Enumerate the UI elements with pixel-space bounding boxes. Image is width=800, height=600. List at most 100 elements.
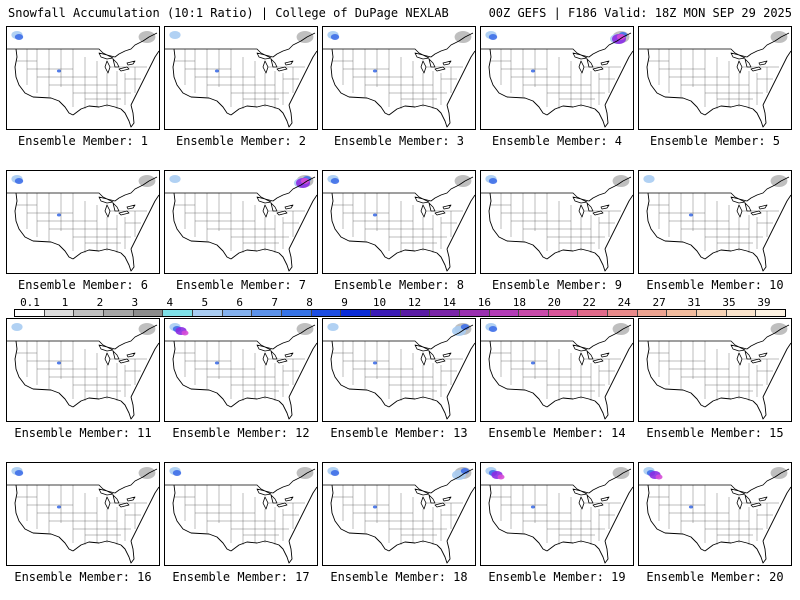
coastline (388, 248, 438, 260)
great-lake (98, 344, 114, 352)
snow-area-northeast (460, 468, 470, 474)
great-lake (256, 196, 272, 204)
us-map (323, 175, 475, 272)
ensemble-map-panel (480, 170, 634, 274)
great-lake (442, 352, 452, 358)
coastline (14, 340, 34, 390)
coastline (120, 248, 135, 272)
colorbar-tick-label: 39 (757, 296, 771, 309)
coastline (762, 50, 791, 106)
colorbar-tick-label: 12 (407, 296, 422, 309)
great-lake (126, 496, 136, 502)
great-lake (730, 196, 746, 204)
coastline (664, 388, 706, 408)
great-lake (572, 344, 588, 352)
map-lines (323, 32, 475, 128)
snow-area-rockies (56, 361, 62, 365)
us-map (165, 175, 317, 272)
great-lake (262, 60, 269, 74)
great-lake (118, 358, 130, 364)
ensemble-map-panel (480, 26, 634, 130)
great-lake (736, 204, 743, 218)
snow-area-northeast (612, 323, 630, 335)
map-lines (323, 468, 475, 564)
great-lake (736, 352, 743, 366)
snow-area-northwest (330, 470, 340, 476)
international-border (323, 468, 474, 494)
coastline (604, 342, 633, 398)
ensemble-member-label: Ensemble Member: 5 (649, 134, 781, 148)
ensemble-member-label: Ensemble Member: 11 (14, 426, 152, 440)
coastline (330, 340, 350, 390)
great-lake (586, 58, 594, 68)
ensemble-member-label: Ensemble Member: 4 (491, 134, 623, 148)
ensemble-map-panel (480, 462, 634, 566)
coastline (762, 342, 791, 398)
coastline (546, 540, 596, 552)
great-lake (736, 60, 743, 74)
great-lake (414, 488, 430, 496)
coastline (330, 48, 350, 98)
snow-area-northwest (488, 34, 498, 40)
great-lake (256, 52, 272, 60)
great-lake (736, 496, 743, 510)
coastline (594, 396, 609, 420)
coastline (488, 48, 508, 98)
us-map (165, 31, 317, 128)
snow-area-northeast (770, 323, 788, 335)
international-border (7, 176, 158, 202)
great-lake (578, 204, 585, 218)
ensemble-member-label: Ensemble Member: 2 (175, 134, 307, 148)
map-lines (639, 176, 791, 272)
coastline (278, 396, 293, 420)
great-lake (592, 358, 604, 364)
international-border (481, 32, 632, 58)
coastline (594, 104, 609, 128)
colorbar-tick-label: 4 (166, 296, 174, 309)
international-border (639, 468, 790, 494)
us-map (165, 323, 317, 420)
coastline (72, 396, 122, 408)
great-lake (112, 202, 120, 212)
snow-area-northeast (612, 175, 630, 187)
snow-area-northeast (300, 178, 310, 184)
snow-area-northeast (138, 31, 156, 43)
great-lake (126, 204, 136, 210)
great-lake (592, 502, 604, 508)
ensemble-member-label: Ensemble Member: 14 (488, 426, 626, 440)
coastline (646, 340, 666, 390)
coastline (278, 540, 293, 564)
snow-area-northeast (138, 175, 156, 187)
great-lake (750, 210, 762, 216)
great-lake (428, 202, 436, 212)
great-lake (428, 494, 436, 504)
snow-area-northeast (454, 31, 472, 43)
snow-area-northwest (181, 330, 189, 336)
coastline (388, 396, 438, 408)
great-lake (112, 58, 120, 68)
great-lake (730, 488, 746, 496)
great-lake (442, 60, 452, 66)
map-lines (481, 32, 633, 128)
great-lake (284, 352, 294, 358)
map-lines (165, 32, 317, 128)
us-map (323, 323, 475, 420)
ensemble-map-panel (480, 318, 634, 422)
coastline (288, 50, 317, 106)
ensemble-map-panel (638, 170, 792, 274)
snow-area-northwest (11, 323, 23, 331)
colorbar-tick-label: 18 (512, 296, 526, 309)
coastline (230, 396, 280, 408)
snow-area-northeast (296, 467, 314, 479)
great-lake (750, 502, 762, 508)
great-lake (586, 350, 594, 360)
colorbar-tick-label: 8 (306, 296, 313, 309)
coastline (752, 396, 767, 420)
great-lake (262, 204, 269, 218)
ensemble-map-panel (322, 318, 476, 422)
ensemble-map-panel (638, 462, 792, 566)
coastline (664, 532, 706, 552)
coastline (604, 486, 633, 542)
great-lake (118, 66, 130, 72)
coastline (278, 104, 293, 128)
